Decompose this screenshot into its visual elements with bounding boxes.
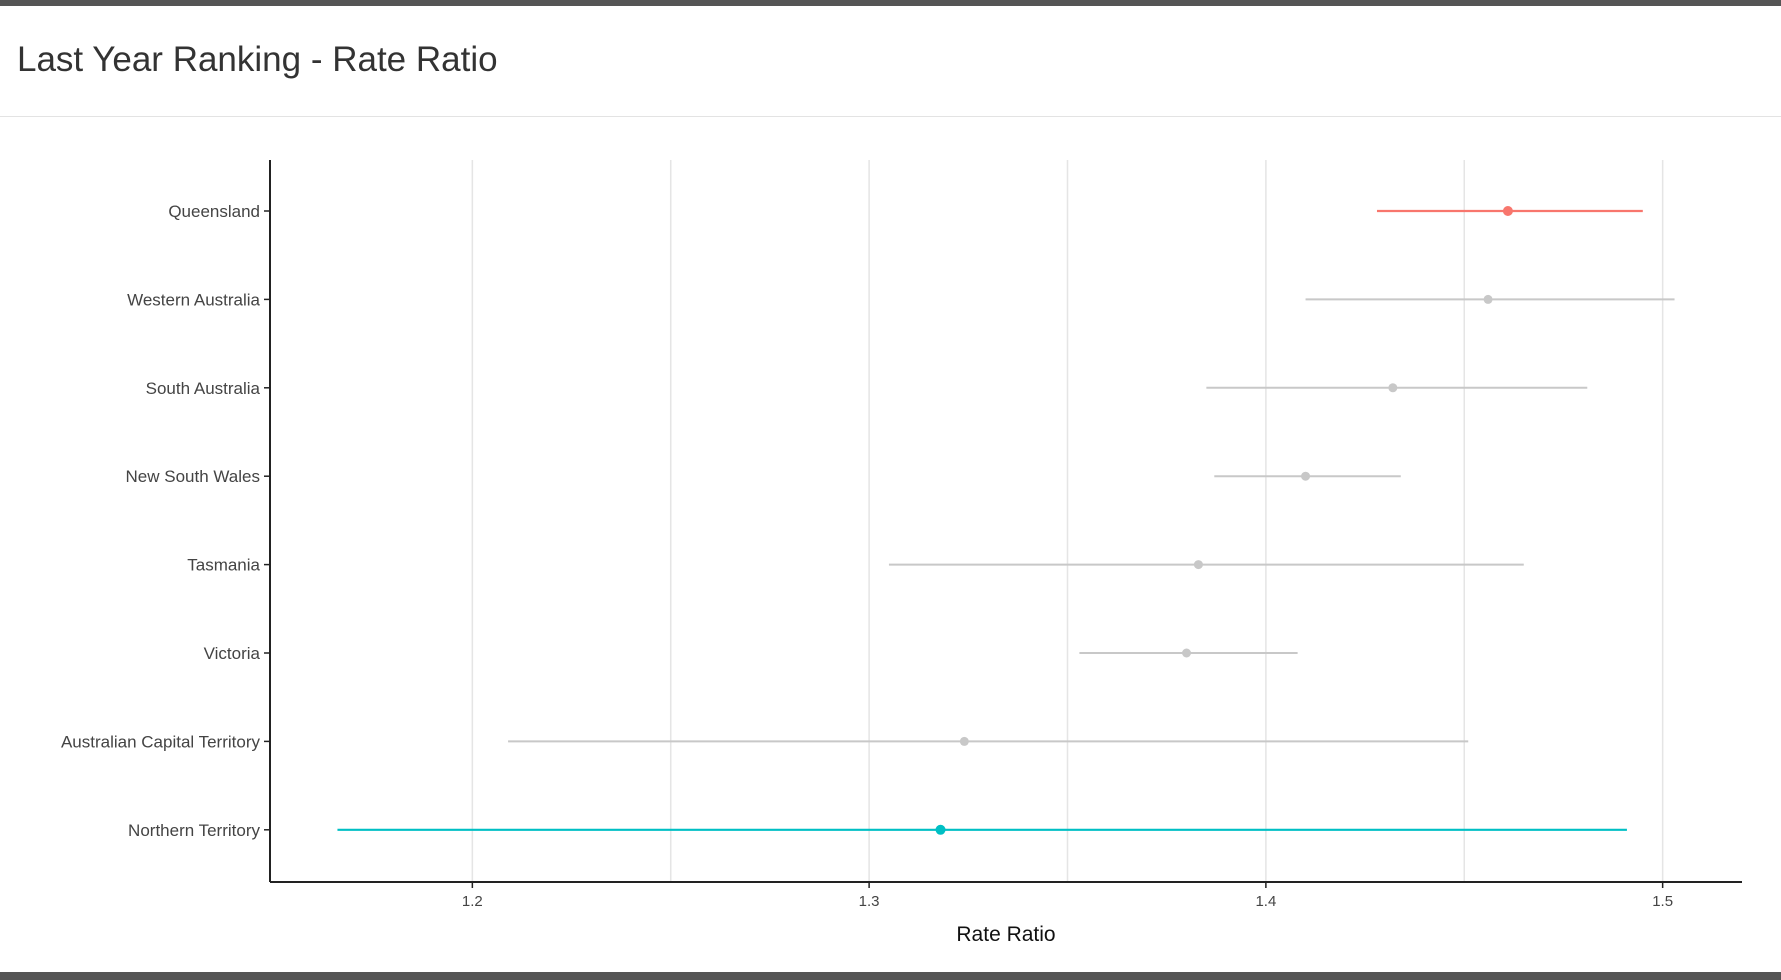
chart-panel: Last Year Ranking - Rate Ratio bbox=[0, 6, 1781, 972]
grid-lines bbox=[471, 160, 1664, 882]
bottom-strip bbox=[0, 972, 1781, 980]
top-nav-strip bbox=[0, 0, 1781, 6]
y-tick-label: Victoria bbox=[204, 644, 261, 663]
x-axis-title: Rate Ratio bbox=[956, 923, 1055, 946]
x-tick-label: 1.2 bbox=[462, 893, 483, 910]
x-tick-label: 1.4 bbox=[1255, 893, 1276, 910]
point-estimate bbox=[1483, 294, 1493, 304]
y-tick-label: Northern Territory bbox=[128, 821, 260, 840]
point-estimate bbox=[1388, 383, 1398, 393]
chart-marks bbox=[337, 206, 1675, 835]
axes: 1.2 1.3 1.4 1.5 Queensland Western Australia S… bbox=[61, 160, 1742, 910]
point-estimate bbox=[1301, 471, 1311, 481]
y-tick-label: Western Australia bbox=[127, 290, 260, 309]
x-tick-label: 1.5 bbox=[1652, 893, 1673, 910]
y-tick-label: Queensland bbox=[168, 202, 260, 221]
y-tick-label: South Australia bbox=[146, 379, 261, 398]
y-tick-label: Australian Capital Territory bbox=[61, 732, 261, 751]
y-tick-label: New South Wales bbox=[126, 467, 260, 486]
panel-title: Last Year Ranking - Rate Ratio bbox=[17, 40, 498, 79]
y-tick-label: Tasmania bbox=[187, 556, 260, 575]
point-estimate bbox=[1502, 206, 1513, 216]
point-estimate bbox=[1182, 648, 1192, 658]
panel-header: Last Year Ranking - Rate Ratio bbox=[0, 6, 1781, 117]
point-estimate bbox=[959, 736, 969, 746]
x-tick-label: 1.3 bbox=[859, 893, 880, 910]
point-estimate bbox=[1193, 560, 1203, 570]
point-estimate bbox=[935, 824, 946, 835]
